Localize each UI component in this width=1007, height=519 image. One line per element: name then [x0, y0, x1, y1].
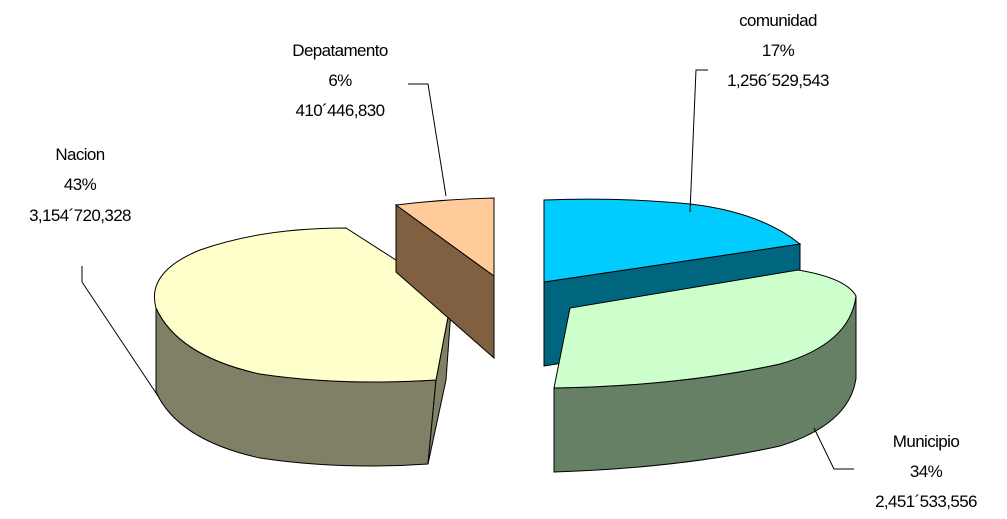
data-label-nacion: Nacion 43% 3,154´720,328 — [29, 145, 132, 225]
slice-depatamento — [394, 197, 495, 360]
label-value-nacion: 3,154´720,328 — [29, 206, 131, 225]
label-percent-municipio: 34% — [910, 462, 943, 481]
label-name-comunidad: comunidad — [739, 11, 817, 30]
label-value-municipio: 2,451´533,556 — [875, 492, 977, 511]
label-percent-nacion: 43% — [64, 175, 97, 194]
label-name-nacion: Nacion — [55, 145, 104, 164]
label-value-depatamento: 410´446,830 — [296, 101, 385, 120]
leader-line-depatamento — [408, 83, 447, 197]
label-percent-comunidad: 17% — [762, 41, 795, 60]
data-label-depatamento: Depatamento 6% 410´446,830 — [292, 41, 388, 120]
slice-nacion — [154, 227, 453, 467]
slice-nacion-top — [154, 227, 453, 383]
leader-line-municipio — [813, 427, 854, 470]
data-label-municipio: Municipio 34% 2,451´533,556 — [875, 432, 978, 511]
data-label-comunidad: comunidad 17% 1,256´529,543 — [727, 11, 830, 90]
label-percent-depatamento: 6% — [328, 71, 352, 90]
leader-line-comunidad — [689, 69, 708, 213]
leader-line-nacion — [81, 266, 159, 397]
slice-depatamento-top — [394, 197, 495, 277]
slice-municipio-top — [553, 269, 857, 389]
slice-municipio — [553, 269, 857, 473]
label-name-depatamento: Depatamento — [292, 41, 388, 60]
label-value-comunidad: 1,256´529,543 — [727, 71, 829, 90]
label-name-municipio: Municipio — [893, 432, 960, 451]
